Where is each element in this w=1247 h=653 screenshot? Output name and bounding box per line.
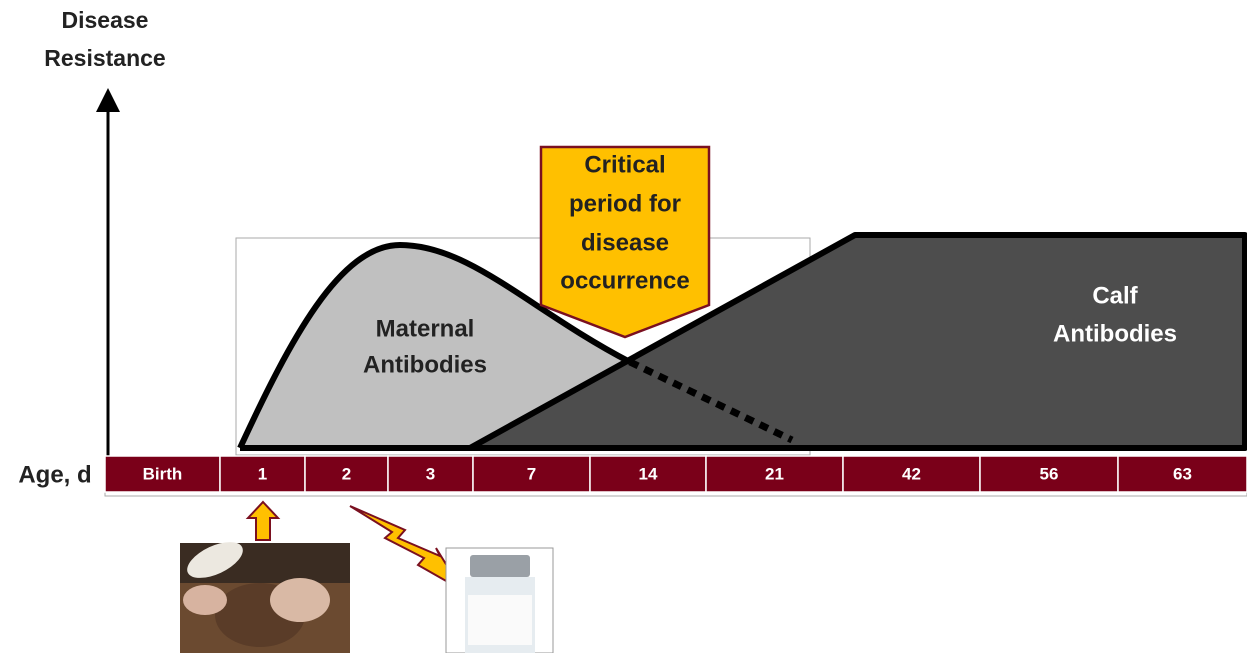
timeline-cell [589,455,707,493]
timeline-label: 56 [1040,464,1059,483]
calf-label: Calf [1092,282,1138,309]
calf-feeding-photo [180,542,350,653]
maternal-decline [628,358,794,444]
timeline-label: 21 [765,464,784,483]
timeline-label: 1 [258,464,267,483]
timeline-label: 3 [426,464,435,483]
callout-text: Critical [584,151,665,178]
vaccine-photo [445,547,554,653]
timeline-cell [842,455,981,493]
callout-text: occurrence [560,267,689,294]
maternal-label: Maternal [376,315,475,342]
timeline-cell [705,455,844,493]
timeline-label: Birth [143,464,183,483]
feeding-arrow [245,500,281,541]
timeline-cell [472,455,591,493]
timeline-cell [1117,455,1247,493]
callout-text: period for [569,190,681,217]
timeline-label: 7 [527,464,536,483]
y-axis-label: Disease [62,7,149,33]
calf-label: Antibodies [1053,320,1177,347]
x-axis-label: Age, d [18,461,91,488]
timeline-cell [387,455,474,493]
calf-area [467,232,1247,451]
timeline-label: 42 [902,464,921,483]
callout [539,145,711,339]
timeline-cell [304,455,389,493]
maternal-curve [237,241,632,450]
timeline-cell [104,455,221,493]
callout-text: disease [581,229,669,256]
y-axis-label: Resistance [44,45,165,71]
timeline-label: 14 [639,464,658,483]
vaccine-bolt [349,505,463,591]
timeline-label: 63 [1173,464,1192,483]
timeline-cell [979,455,1119,493]
timeline-label: 2 [342,464,351,483]
maternal-label: Antibodies [363,351,487,378]
